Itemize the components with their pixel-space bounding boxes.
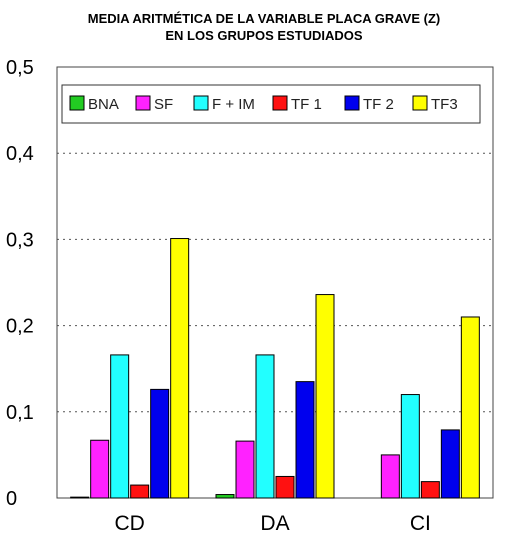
x-category-label: CD bbox=[114, 512, 144, 535]
bar-ci-tf-1 bbox=[420, 481, 440, 499]
legend-box bbox=[61, 84, 481, 124]
bar-cd-f-im bbox=[110, 354, 130, 499]
x-axis: CD DA CI bbox=[114, 512, 430, 535]
bar-ci-sf bbox=[380, 454, 400, 499]
legend-label: TF 2 bbox=[363, 96, 394, 113]
chart-title-line2: EN LOS GRUPOS ESTUDIADOS bbox=[165, 28, 363, 43]
bar-cd-tf-1 bbox=[130, 484, 150, 499]
bar-da-tf-2 bbox=[295, 381, 315, 499]
bar-da-tf3 bbox=[315, 294, 335, 499]
legend-swatch bbox=[344, 95, 360, 111]
chart-title-line1: MEDIA ARITMÉTICA DE LA VARIABLE PLACA GR… bbox=[87, 11, 441, 26]
x-category-label: CI bbox=[410, 512, 431, 535]
bar-cd-tf-2 bbox=[150, 388, 170, 499]
y-tick-label: 0,5 bbox=[6, 57, 34, 79]
bar-ci-tf3 bbox=[460, 316, 480, 499]
legend-label: TF3 bbox=[431, 96, 458, 113]
legend-swatch bbox=[135, 95, 151, 111]
legend-label: F + IM bbox=[212, 96, 255, 113]
legend-swatch bbox=[69, 95, 85, 111]
y-tick-label: 0,1 bbox=[6, 402, 34, 424]
bar-da-tf-1 bbox=[275, 475, 295, 499]
legend: BNA SF F + IM TF 1 TF 2 TF3 bbox=[61, 84, 481, 124]
bar-cd-tf3 bbox=[170, 238, 190, 499]
bar-ci-f-im bbox=[400, 394, 420, 499]
legend-swatch bbox=[272, 95, 288, 111]
legend-swatch bbox=[412, 95, 428, 111]
bar-ci-tf-2 bbox=[440, 429, 460, 499]
y-tick-label: 0 bbox=[6, 488, 17, 510]
legend-label: BNA bbox=[88, 96, 119, 113]
y-tick-label: 0,3 bbox=[6, 229, 34, 251]
legend-label: SF bbox=[154, 96, 173, 113]
grid-layer bbox=[57, 152, 493, 413]
x-category-label: DA bbox=[260, 512, 289, 535]
bar-da-bna bbox=[215, 494, 235, 499]
y-axis: 0 0,1 0,2 0,3 0,4 0,5 bbox=[6, 57, 34, 510]
bar-da-sf bbox=[235, 440, 255, 499]
bar-cd-sf bbox=[90, 439, 110, 499]
bar-cd-bna bbox=[70, 496, 90, 499]
y-tick-label: 0,4 bbox=[6, 143, 34, 165]
y-tick-label: 0,2 bbox=[6, 316, 34, 338]
legend-label: TF 1 bbox=[291, 96, 322, 113]
plot-frame bbox=[56, 66, 494, 499]
legend-swatch bbox=[193, 95, 209, 111]
bar-da-f-im bbox=[255, 354, 275, 499]
bars-layer bbox=[70, 238, 480, 499]
